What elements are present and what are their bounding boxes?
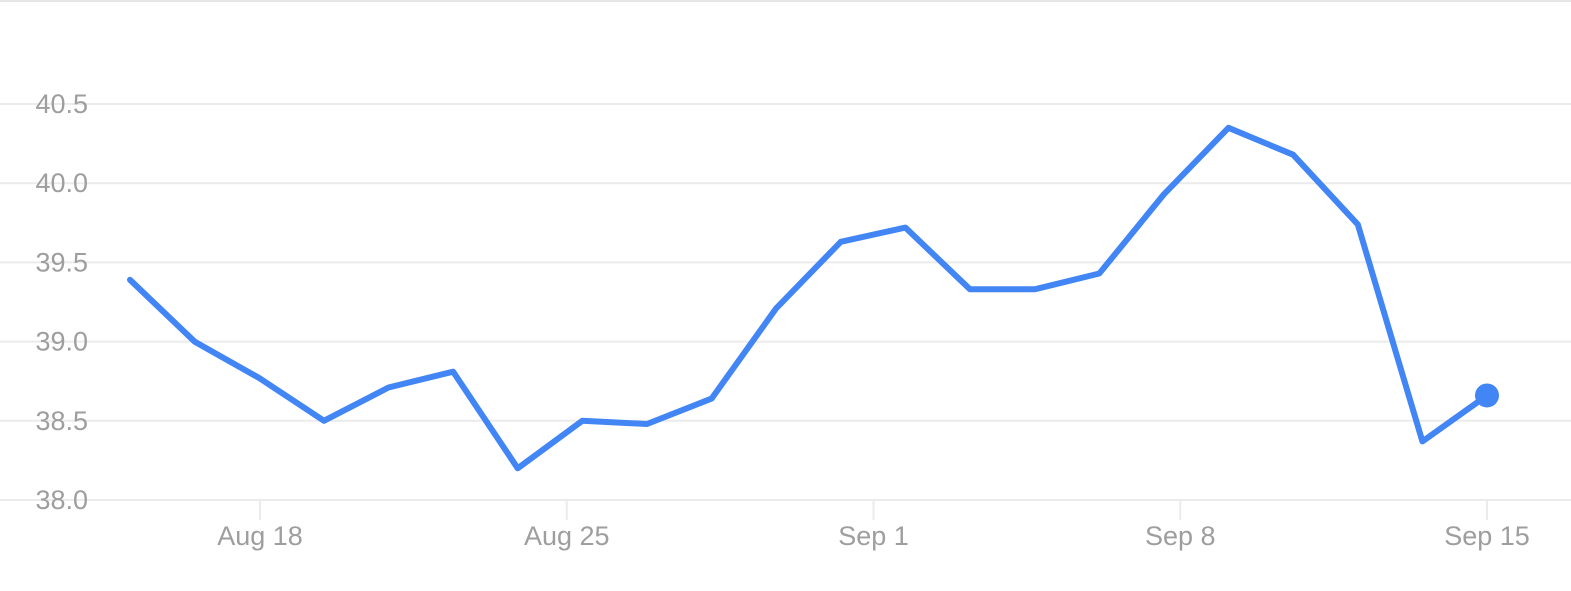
x-axis-labels: Aug 18 Aug 25 Sep 1 Sep 8 Sep 15 xyxy=(217,521,1530,551)
y-tick-label: 39.5 xyxy=(35,247,88,277)
x-tick-label: Sep 15 xyxy=(1444,521,1530,551)
x-tick-label: Sep 1 xyxy=(838,521,909,551)
x-tick-label: Aug 18 xyxy=(217,521,303,551)
x-tick-label: Sep 8 xyxy=(1145,521,1216,551)
last-point-marker[interactable] xyxy=(1475,383,1499,408)
y-tick-label: 38.5 xyxy=(35,406,88,436)
series xyxy=(127,124,1499,472)
y-tick-label: 40.0 xyxy=(35,168,88,198)
gridlines xyxy=(0,103,1571,501)
y-tick-label: 40.5 xyxy=(35,89,88,119)
series-line xyxy=(127,124,1490,472)
y-tick-label: 38.0 xyxy=(35,485,88,515)
y-axis-labels: 40.5 40.0 39.5 39.0 38.5 38.0 xyxy=(35,89,88,515)
y-tick-label: 39.0 xyxy=(35,327,88,357)
x-tick-label: Aug 25 xyxy=(524,521,610,551)
x-axis-ticks xyxy=(259,500,1488,520)
